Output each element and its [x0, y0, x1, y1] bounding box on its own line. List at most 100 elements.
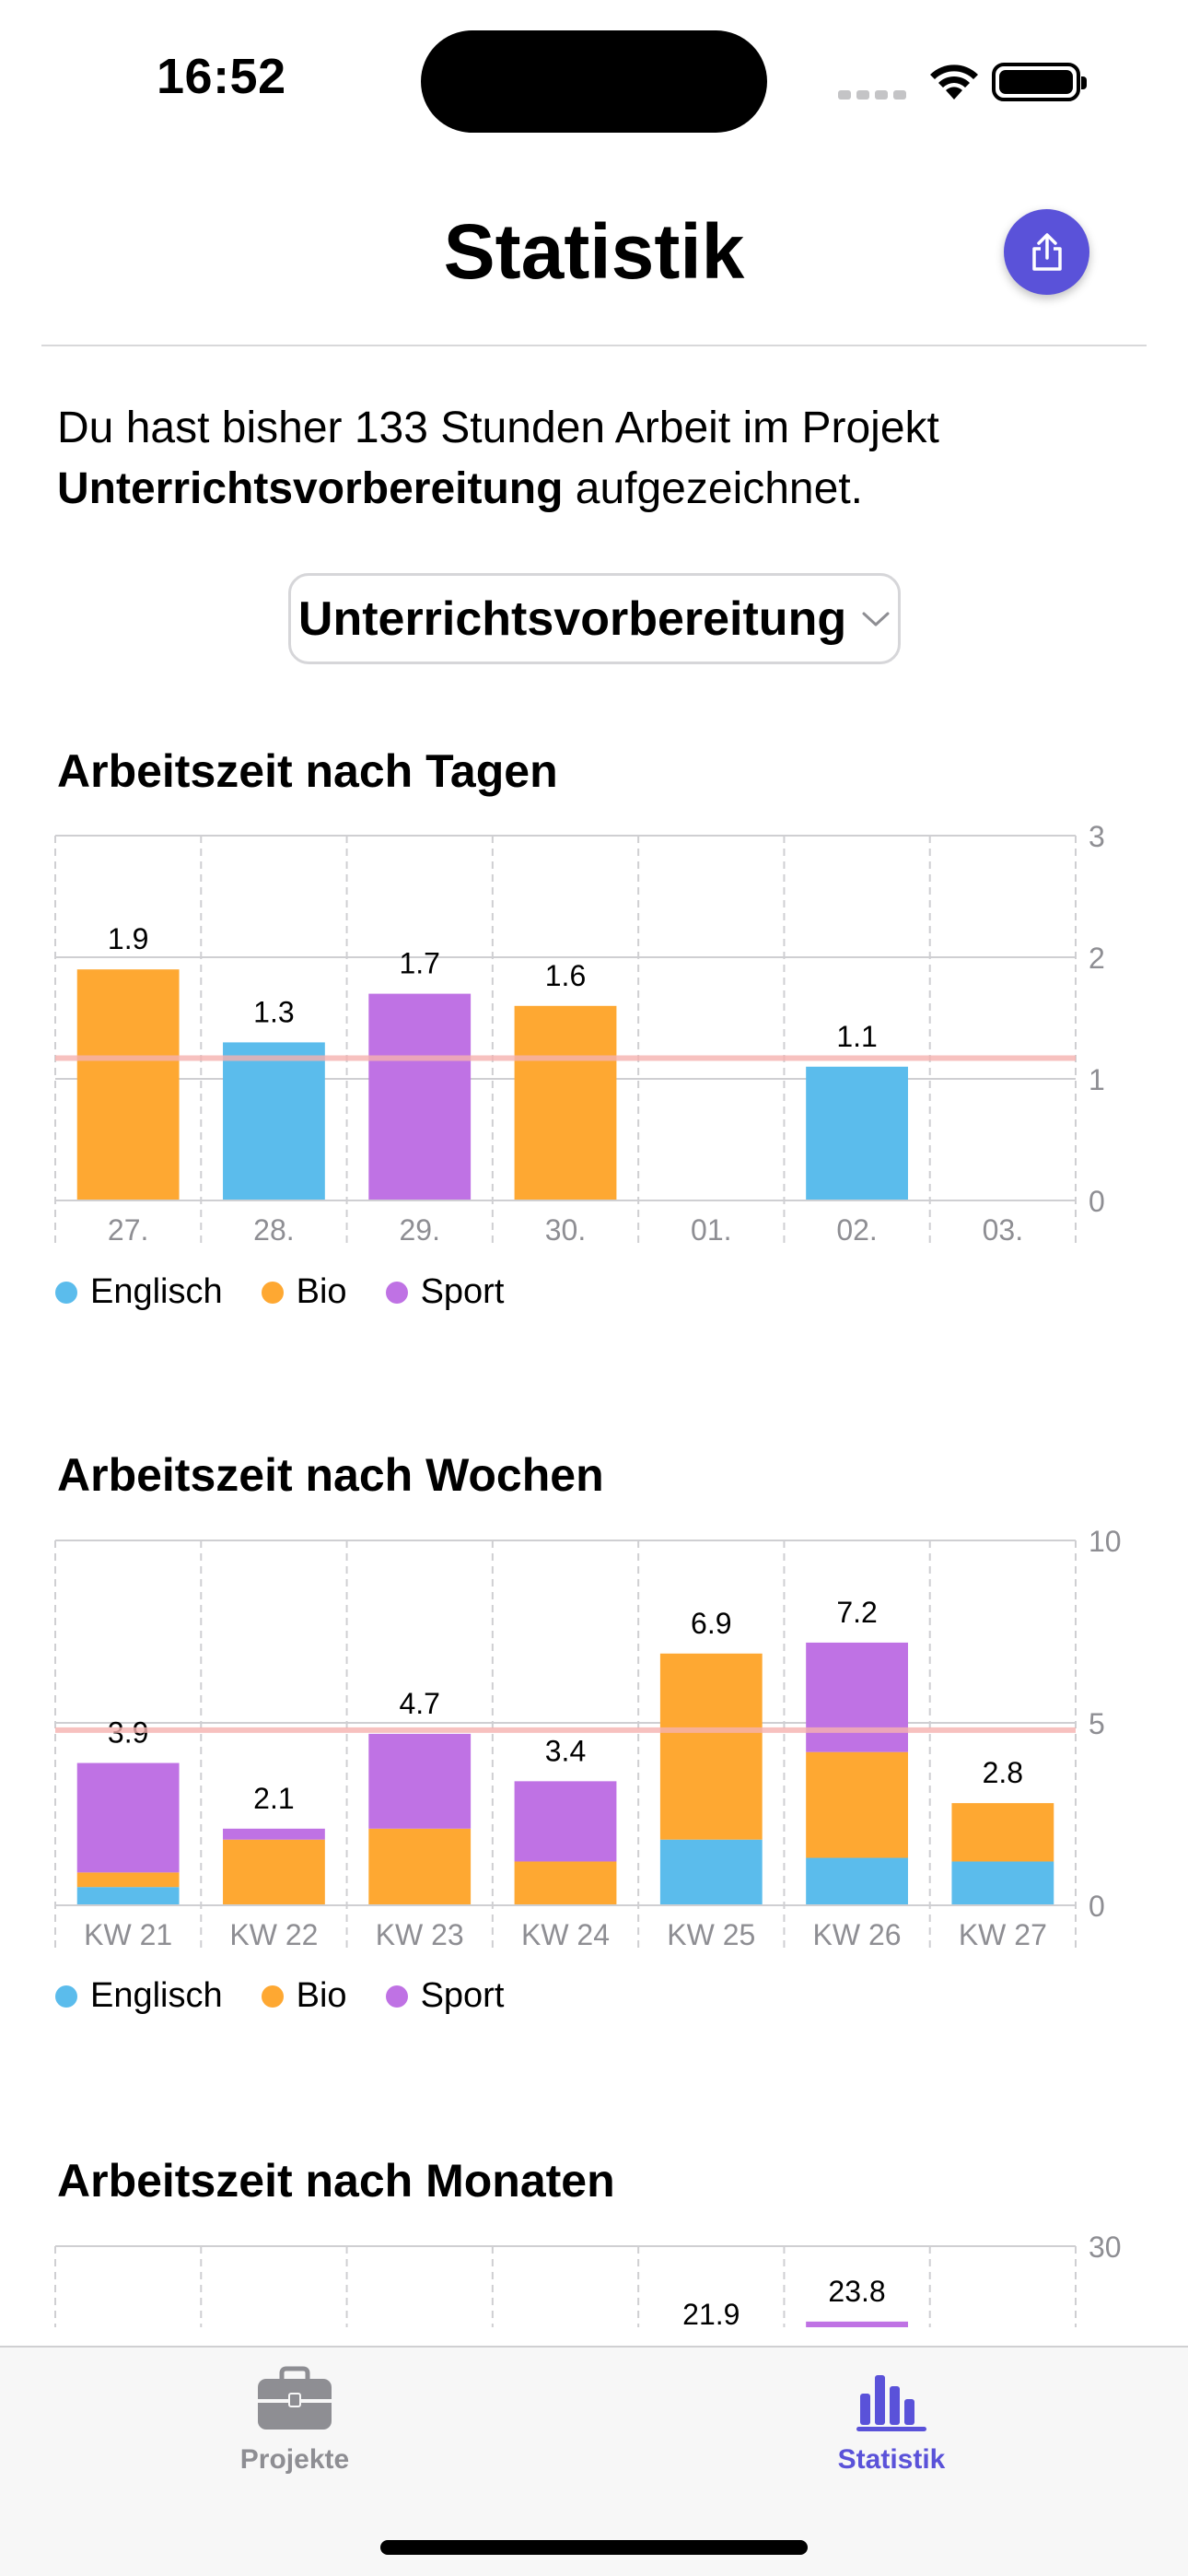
- tab-statistik[interactable]: Statistik: [753, 2366, 1030, 2476]
- bar-segment-englisch: [806, 1857, 908, 1905]
- legend-dot-bio: [261, 1281, 284, 1304]
- chart-weeks-svg: 05103.9KW 212.1KW 224.7KW 233.4KW 246.9K…: [54, 1525, 1122, 1953]
- x-tick-label: KW 25: [667, 1918, 755, 1951]
- legend-label-bio: Bio: [296, 1272, 347, 1311]
- y-tick-label: 0: [1089, 1890, 1105, 1923]
- briefcase-icon: [258, 2366, 332, 2430]
- bar-total-label: 1.7: [399, 947, 439, 980]
- bar-segment-sport: [806, 1642, 908, 1752]
- bar-total-label: 2.8: [983, 1756, 1023, 1789]
- chevron-down-icon: [862, 612, 890, 626]
- bar-total-label: 1.9: [108, 922, 148, 955]
- bar-total-label: 7.2: [836, 1596, 877, 1629]
- summary-project: Unterrichtsvorbereitung: [57, 464, 564, 513]
- legend-label-sport: Sport: [420, 1272, 505, 1311]
- bar-segment-sport: [223, 1828, 325, 1840]
- picker-value: Unterrichtsvorbereitung: [297, 591, 847, 646]
- legend-label-englisch: Englisch: [90, 1272, 223, 1311]
- legend-item-englisch: Englisch: [55, 1976, 223, 2016]
- bar-segment-englisch: [659, 1839, 763, 1905]
- project-picker[interactable]: Unterrichtsvorbereitung: [288, 573, 901, 664]
- y-tick-label: 10: [1089, 1529, 1122, 1558]
- bar-segment-bio: [223, 1839, 325, 1905]
- legend-label-englisch: Englisch: [90, 1976, 223, 2015]
- dynamic-island: [421, 30, 767, 133]
- legend-item-sport: Sport: [385, 1272, 505, 1312]
- battery-icon: [992, 63, 1087, 101]
- section-title-months: Arbeitszeit nach Monaten: [57, 2155, 615, 2207]
- chart-months-svg: 30 21.9 23.8: [54, 2235, 1122, 2327]
- legend-item-sport: Sport: [385, 1976, 505, 2016]
- section-title-days: Arbeitszeit nach Tagen: [57, 745, 558, 797]
- legend-label-bio: Bio: [296, 1976, 347, 2015]
- wifi-icon: [930, 64, 978, 100]
- legend-days: Englisch Bio Sport: [55, 1272, 504, 1312]
- bar-segment-bio: [659, 1653, 763, 1840]
- summary-text: Du hast bisher 133 Stunden Arbeit im Pro…: [57, 398, 1116, 520]
- bar-segment-bio: [514, 1005, 617, 1200]
- x-tick-label: KW 21: [84, 1918, 172, 1951]
- bar-total-label: 2.1: [253, 1782, 294, 1815]
- chart-days: 0 1 2 3 1.9 27. 1.3 28. 1.7 29. 1.6 30. 01. 1.1 02. 03.: [0, 820, 1188, 1262]
- bar-segment-bio: [76, 969, 180, 1200]
- bar-segment-bio: [514, 1861, 617, 1905]
- bar-segment-bio: [951, 1803, 1054, 1862]
- bar-segment-englisch: [76, 1887, 180, 1905]
- page-title: Statistik: [443, 208, 745, 295]
- home-indicator: [380, 2540, 808, 2555]
- bar-total-label: 1.1: [836, 1020, 877, 1053]
- bar-segment-sport: [514, 1781, 617, 1862]
- summary-suffix: aufgezeichnet.: [563, 464, 863, 513]
- bar-total-label: 4.7: [399, 1687, 439, 1720]
- legend-dot-bio: [261, 1985, 284, 2008]
- bar-segment-sport: [368, 1733, 472, 1829]
- bar-total-label: 6.9: [691, 1607, 731, 1640]
- y-tick-label: 0: [1089, 1185, 1105, 1218]
- legend-dot-sport: [385, 1985, 408, 2008]
- bar-segment-englisch: [223, 1042, 325, 1200]
- share-button[interactable]: [1004, 209, 1089, 295]
- y-tick-label: 3: [1089, 825, 1105, 853]
- legend-item-bio: Bio: [261, 1272, 347, 1312]
- x-tick-label: KW 27: [959, 1918, 1047, 1951]
- bar-segment-sport: [806, 2321, 908, 2327]
- bar-total-label: 3.4: [545, 1734, 586, 1767]
- x-tick-label: KW 22: [229, 1918, 318, 1951]
- status-time: 16:52: [157, 49, 286, 104]
- tab-statistik-label: Statistik: [837, 2444, 946, 2475]
- status-icons: [838, 57, 1087, 103]
- y-tick-label: 30: [1089, 2235, 1122, 2264]
- chart-months: 30 21.9 23.8: [0, 2235, 1188, 2327]
- summary-prefix: Du hast bisher 133 Stunden Arbeit im Pro…: [57, 404, 939, 452]
- bar-total-label: 1.3: [253, 995, 294, 1028]
- x-tick-label: 27.: [108, 1213, 148, 1247]
- section-title-weeks: Arbeitszeit nach Wochen: [57, 1449, 604, 1501]
- legend-dot-englisch: [55, 1985, 77, 2008]
- x-tick-label: KW 24: [521, 1918, 610, 1951]
- bar-segment-bio: [76, 1872, 180, 1888]
- legend-item-englisch: Englisch: [55, 1272, 223, 1312]
- nav-divider: [41, 345, 1147, 346]
- bar-segment-englisch: [951, 1861, 1054, 1905]
- bar-segment-englisch: [806, 1066, 908, 1200]
- bar-total-label: 1.6: [545, 959, 586, 992]
- x-tick-label: 28.: [253, 1213, 294, 1247]
- bar-segment-sport: [368, 993, 472, 1200]
- y-tick-label: 1: [1089, 1063, 1105, 1096]
- chart-bar-icon: [856, 2375, 926, 2431]
- x-tick-label: KW 23: [376, 1918, 464, 1951]
- legend-label-sport: Sport: [420, 1976, 505, 2015]
- y-tick-label: 2: [1089, 942, 1105, 975]
- x-tick-label: 01.: [691, 1213, 731, 1247]
- x-tick-label: 02.: [836, 1213, 877, 1247]
- bar-total-label: 23.8: [828, 2275, 885, 2308]
- x-tick-label: 03.: [983, 1213, 1023, 1247]
- bar-segment-bio: [806, 1751, 908, 1858]
- tab-projekte-label: Projekte: [239, 2444, 350, 2475]
- tab-projekte[interactable]: Projekte: [157, 2366, 433, 2476]
- bar-segment-sport: [76, 1762, 180, 1873]
- legend-dot-sport: [385, 1281, 408, 1304]
- y-tick-label: 5: [1089, 1707, 1105, 1740]
- x-tick-label: KW 26: [813, 1918, 902, 1951]
- legend-item-bio: Bio: [261, 1976, 347, 2016]
